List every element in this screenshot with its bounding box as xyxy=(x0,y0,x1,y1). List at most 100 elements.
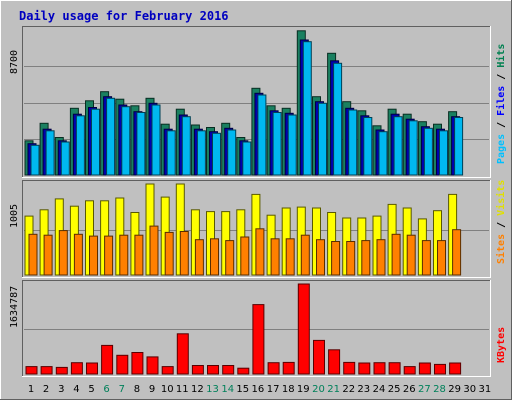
day-label-17: 17 xyxy=(267,384,280,395)
bar-pages-day-29 xyxy=(454,117,464,176)
day-label-21: 21 xyxy=(327,384,340,395)
bar-kbytes-day-24 xyxy=(373,362,386,375)
bar-sites-day-5 xyxy=(89,235,98,276)
day-label-20: 20 xyxy=(312,384,325,395)
bar-kbytes-day-19 xyxy=(297,283,310,375)
bar-pages-day-12 xyxy=(196,130,206,176)
legend-entry: Files xyxy=(495,86,507,116)
day-label-3: 3 xyxy=(58,384,64,395)
bar-pages-day-8 xyxy=(136,112,146,176)
day-label-9: 9 xyxy=(149,384,155,395)
day-label-7: 7 xyxy=(119,384,125,395)
bar-sites-day-1 xyxy=(28,233,38,276)
bar-sites-day-17 xyxy=(270,238,280,276)
bar-kbytes-day-6 xyxy=(101,344,114,375)
bar-pages-day-26 xyxy=(408,120,418,176)
bar-kbytes-day-1 xyxy=(25,366,38,375)
bar-sites-day-7 xyxy=(119,234,129,276)
legend-entry: Pages xyxy=(496,134,507,164)
bar-kbytes-day-9 xyxy=(146,356,159,375)
day-label-14: 14 xyxy=(221,384,234,395)
panel-visits-sites: 1005 Sites / Visits xyxy=(9,180,507,278)
bar-kbytes-day-21 xyxy=(328,349,341,375)
bar-sites-day-9 xyxy=(149,225,159,276)
day-label-16: 16 xyxy=(252,384,265,395)
bar-kbytes-day-10 xyxy=(161,366,174,375)
ymax-label: 1634787 xyxy=(9,286,20,328)
bar-sites-day-3 xyxy=(58,230,68,276)
bar-sites-day-25 xyxy=(391,233,401,276)
bar-sites-day-28 xyxy=(437,240,446,276)
bar-pages-day-7 xyxy=(121,106,131,176)
day-label-31: 31 xyxy=(479,384,492,395)
bar-pages-day-28 xyxy=(439,130,448,176)
bar-kbytes-day-2 xyxy=(40,366,53,375)
day-label-4: 4 xyxy=(73,384,79,395)
bar-pages-day-5 xyxy=(91,108,100,176)
bar-kbytes-day-18 xyxy=(282,361,295,375)
bar-kbytes-day-28 xyxy=(434,363,446,375)
bar-sites-day-16 xyxy=(255,228,265,276)
bar-pages-day-24 xyxy=(378,131,388,176)
bar-sites-day-10 xyxy=(164,231,174,276)
day-label-30: 30 xyxy=(463,384,476,395)
bar-sites-day-23 xyxy=(361,240,371,276)
bar-sites-day-22 xyxy=(346,241,356,276)
bar-kbytes-day-7 xyxy=(116,354,129,375)
day-label-10: 10 xyxy=(161,384,174,395)
bar-kbytes-day-17 xyxy=(267,362,280,375)
day-label-5: 5 xyxy=(88,384,94,395)
legend-entry: Sites xyxy=(495,234,507,264)
bar-pages-day-17 xyxy=(272,112,282,176)
bar-pages-day-15 xyxy=(242,141,252,176)
bar-pages-day-3 xyxy=(60,141,70,176)
day-label-23: 23 xyxy=(357,384,370,395)
bar-kbytes-day-3 xyxy=(55,366,68,375)
bar-pages-day-22 xyxy=(348,109,358,176)
chart-panels: 8700 Pages / Files / Hits 1005 Sites / Visi… xyxy=(9,26,507,377)
bar-sites-day-2 xyxy=(43,234,53,276)
bar-kbytes-day-26 xyxy=(403,366,416,375)
bar-kbytes-day-25 xyxy=(388,362,401,375)
bar-kbytes-day-22 xyxy=(343,361,356,375)
bar-pages-day-19 xyxy=(302,41,312,176)
day-label-8: 8 xyxy=(134,384,140,395)
bar-sites-day-29 xyxy=(452,229,462,276)
day-label-11: 11 xyxy=(176,384,189,395)
day-label-6: 6 xyxy=(103,384,109,395)
day-labels: 1 2 3 4 5 6 7 8 9 10 11 12 13 14 15 16 17 18 19 20 21 22 23 24 2… xyxy=(28,384,491,395)
panel-hits-files-pages: 8700 Pages / Files / Hits xyxy=(9,26,507,178)
bar-pages-day-2 xyxy=(45,130,55,176)
bar-sites-day-18 xyxy=(285,238,295,276)
day-label-22: 22 xyxy=(342,384,355,395)
day-label-19: 19 xyxy=(297,384,310,395)
legend-kbytes: KBytes xyxy=(496,327,507,363)
bar-pages-day-14 xyxy=(227,129,237,176)
bar-kbytes-day-4 xyxy=(70,362,83,375)
day-label-26: 26 xyxy=(403,384,416,395)
bar-sites-day-11 xyxy=(179,231,189,276)
day-label-13: 13 xyxy=(206,384,219,395)
bar-pages-day-4 xyxy=(75,115,85,176)
bar-kbytes-day-29 xyxy=(449,362,462,375)
day-label-25: 25 xyxy=(388,384,401,395)
day-label-29: 29 xyxy=(448,384,461,395)
bar-kbytes-day-11 xyxy=(176,333,189,375)
bar-sites-day-24 xyxy=(376,239,386,276)
bar-kbytes-day-12 xyxy=(191,365,204,375)
bar-pages-day-11 xyxy=(181,116,191,176)
bar-pages-day-9 xyxy=(151,104,161,176)
bar-pages-day-25 xyxy=(393,116,403,176)
day-label-24: 24 xyxy=(373,384,386,395)
legend-hits-files-pages: Pages / Files / Hits xyxy=(495,44,507,164)
panel-kbytes: 1634787 KBytes xyxy=(9,280,507,377)
legend-entry: / xyxy=(496,68,507,86)
bar-sites-day-6 xyxy=(104,235,114,276)
day-label-27: 27 xyxy=(418,384,431,395)
bar-sites-day-27 xyxy=(421,240,431,276)
bar-sites-day-21 xyxy=(331,241,341,276)
bar-sites-day-14 xyxy=(225,240,235,276)
bar-sites-day-4 xyxy=(73,233,83,276)
